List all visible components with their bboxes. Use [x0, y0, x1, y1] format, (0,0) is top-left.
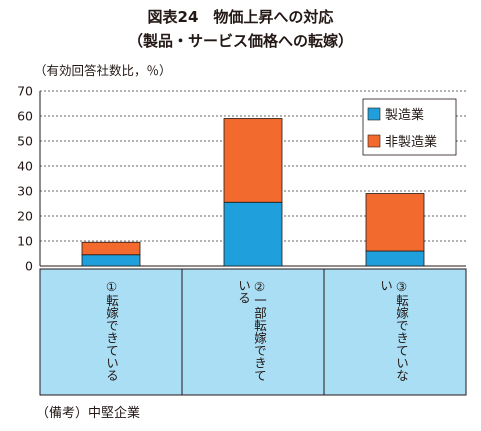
category-label: ③転嫁できていな い: [378, 279, 409, 382]
bar-segment: [81, 241, 141, 256]
category-label: ②一部転嫁できて いる: [236, 279, 267, 382]
unit-label: （有効回答社数比，％）: [34, 63, 172, 78]
legend-label: 製造業: [385, 107, 424, 123]
bar-segment: [81, 254, 141, 267]
bar-segment: [365, 250, 425, 267]
bar-segment: [223, 201, 283, 267]
y-tick-label: 70: [17, 84, 33, 99]
y-tick-label: 60: [17, 109, 33, 124]
legend-swatch: [367, 134, 381, 148]
legend-swatch: [367, 107, 381, 121]
note-text: （備考）中堅企業: [36, 406, 141, 421]
bar-segment: [365, 193, 425, 252]
category-label: ①転嫁できている: [104, 279, 119, 382]
chart-title: 図表24 物価上昇への対応: [147, 8, 334, 26]
chart-subtitle: （製品・サービス価格への転嫁）: [127, 32, 353, 50]
y-tick-label: 0: [25, 259, 33, 274]
y-tick-label: 50: [17, 134, 33, 149]
category-panel: [39, 268, 467, 396]
y-tick-label: 30: [17, 184, 33, 199]
bar-segment: [223, 118, 283, 203]
y-tick-label: 20: [17, 209, 33, 224]
y-tick-label: 10: [17, 234, 33, 249]
legend-label: 非製造業: [385, 134, 437, 150]
y-tick-label: 40: [17, 159, 33, 174]
